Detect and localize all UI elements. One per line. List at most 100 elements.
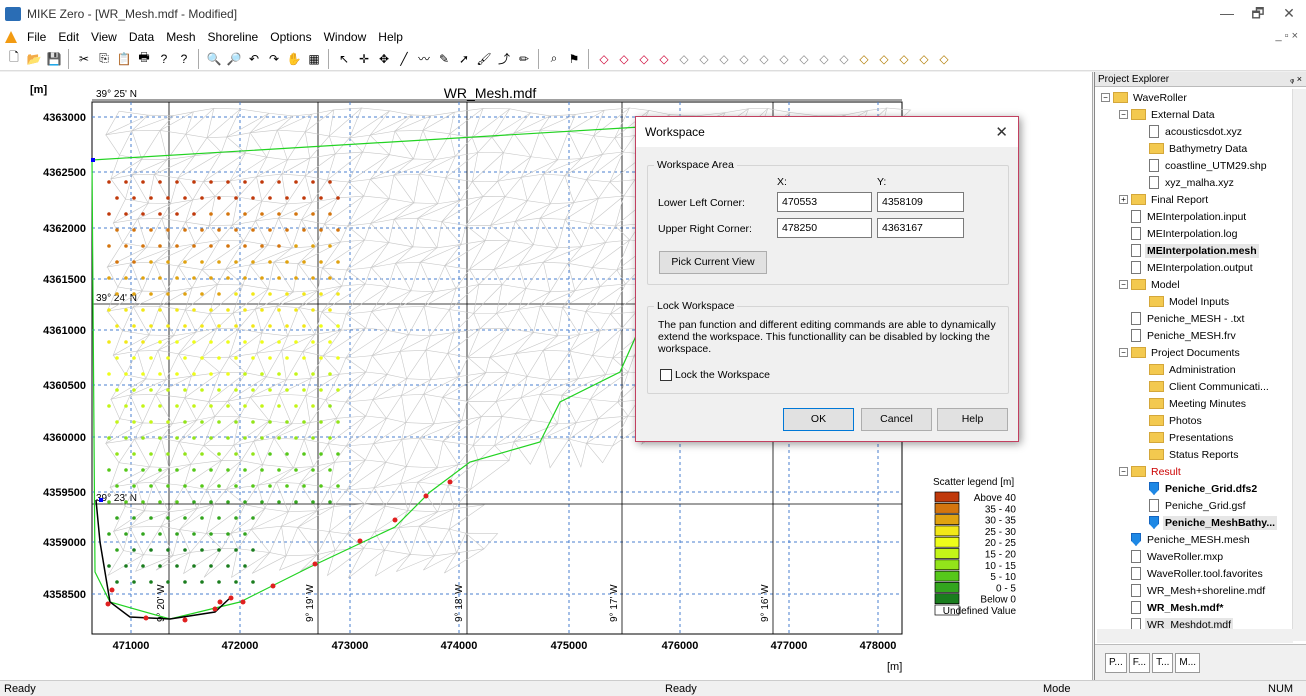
edit-icon[interactable]: ✏: [518, 51, 530, 66]
mesh3-icon[interactable]: ◇: [719, 51, 729, 66]
pick-current-view-button[interactable]: Pick Current View: [659, 251, 767, 274]
tree-item[interactable]: coastline_UTM29.shp: [1137, 157, 1269, 174]
tree-item[interactable]: acousticsdot.xyz: [1137, 123, 1244, 140]
tree-item[interactable]: Meeting Minutes: [1137, 395, 1248, 412]
tree-item[interactable]: Presentations: [1137, 429, 1235, 446]
tree-item[interactable]: − External Data: [1119, 106, 1217, 123]
tree-item[interactable]: Status Reports: [1137, 446, 1240, 463]
pin-icon[interactable]: ᵩ ×: [1290, 74, 1302, 84]
new-icon[interactable]: 🗋: [9, 50, 19, 64]
mesh5-icon[interactable]: ◇: [759, 51, 769, 66]
menu-shoreline[interactable]: Shoreline: [207, 30, 259, 44]
sign-icon[interactable]: ⚑: [568, 51, 580, 66]
doc5-icon[interactable]: ◇: [939, 51, 949, 66]
close-button[interactable]: ✕: [1283, 5, 1295, 21]
mesh2-icon[interactable]: ◇: [699, 51, 709, 66]
scatter2-icon[interactable]: ◇: [619, 51, 629, 66]
expand-icon[interactable]: −: [1101, 93, 1110, 102]
doc3-icon[interactable]: ◇: [899, 51, 909, 66]
menu-edit[interactable]: Edit: [58, 30, 80, 44]
tree-item[interactable]: Peniche_MESH - .txt: [1119, 310, 1246, 327]
tree-item[interactable]: MEInterpolation.output: [1119, 259, 1255, 276]
doc4-icon[interactable]: ◇: [919, 51, 929, 66]
line-icon[interactable]: ╱: [400, 51, 408, 66]
horizontal-scrollbar[interactable]: [1097, 629, 1293, 643]
menu-data[interactable]: Data: [128, 30, 155, 44]
help-button[interactable]: Help: [937, 408, 1008, 431]
tree-item[interactable]: WaveRoller.mxp: [1119, 548, 1225, 565]
tree-item[interactable]: Peniche_Grid.dfs2: [1137, 480, 1259, 497]
tree-item[interactable]: − WaveRoller: [1101, 89, 1189, 106]
doc2-icon[interactable]: ◇: [879, 51, 889, 66]
copy-icon[interactable]: ⎘: [99, 51, 109, 65]
tree-item[interactable]: − Project Documents: [1119, 344, 1242, 361]
cut-icon[interactable]: ✂: [78, 51, 90, 66]
upper-right-y-input[interactable]: [877, 218, 964, 238]
mesh7-icon[interactable]: ◇: [799, 51, 809, 66]
paste-icon[interactable]: 📋: [116, 51, 132, 66]
menu-window[interactable]: Window: [323, 30, 367, 44]
polyline-icon[interactable]: 〰: [417, 52, 430, 66]
expand-icon[interactable]: +: [1119, 195, 1128, 204]
move-node-icon[interactable]: ✥: [378, 51, 390, 66]
tree-item[interactable]: + Final Report: [1119, 191, 1210, 208]
mesh4-icon[interactable]: ◇: [739, 51, 749, 66]
mesh1-icon[interactable]: ◇: [679, 51, 689, 66]
tree-item[interactable]: Photos: [1137, 412, 1204, 429]
help-icon[interactable]: ?: [160, 51, 168, 66]
restore-button[interactable]: 🗗: [1251, 5, 1265, 21]
expand-icon[interactable]: −: [1119, 110, 1128, 119]
tab-file[interactable]: F...: [1128, 652, 1151, 673]
tree-item[interactable]: Model Inputs: [1137, 293, 1231, 310]
mesh8-icon[interactable]: ◇: [819, 51, 829, 66]
cancel-button[interactable]: Cancel: [861, 408, 932, 431]
tree-item[interactable]: Peniche_MESH.mesh: [1119, 531, 1252, 548]
tree-item[interactable]: Peniche_MESH.frv: [1119, 327, 1238, 344]
minimize-button[interactable]: —: [1220, 5, 1234, 21]
menu-options[interactable]: Options: [270, 30, 312, 44]
tab-project[interactable]: P...: [1105, 652, 1127, 673]
tree-item[interactable]: Peniche_MeshBathy...: [1137, 514, 1278, 531]
scatter1-icon[interactable]: ◇: [599, 51, 609, 66]
select-arc-icon[interactable]: ⤴: [497, 52, 510, 66]
zoom-out-icon[interactable]: 🔎: [226, 51, 242, 66]
menu-mesh[interactable]: Mesh: [166, 30, 196, 44]
tree-item[interactable]: MEInterpolation.input: [1119, 208, 1248, 225]
menu-view[interactable]: View: [91, 30, 117, 44]
tree-item[interactable]: WR_Mesh+shoreline.mdf: [1119, 582, 1267, 599]
tree-item[interactable]: Administration: [1137, 361, 1238, 378]
doc1-icon[interactable]: ◇: [859, 51, 869, 66]
binoculars-icon[interactable]: ⌕: [550, 51, 558, 65]
mesh9-icon[interactable]: ◇: [839, 51, 849, 66]
add-node-icon[interactable]: ✛: [358, 51, 370, 66]
tree-item[interactable]: WR_Meshdot.mdf: [1119, 616, 1234, 633]
mdi-controls[interactable]: _ ▫ ×: [1275, 30, 1298, 42]
menu-help[interactable]: Help: [378, 30, 403, 44]
tree-item[interactable]: MEInterpolation.log: [1119, 225, 1239, 242]
tab-mike[interactable]: M...: [1175, 652, 1201, 673]
tree-item[interactable]: − Model: [1119, 276, 1182, 293]
select-icon[interactable]: ↖: [338, 51, 350, 66]
tree-item[interactable]: xyz_malha.xyz: [1137, 174, 1236, 191]
tab-tools[interactable]: T...: [1152, 652, 1174, 673]
mesh6-icon[interactable]: ◇: [779, 51, 789, 66]
close-icon[interactable]: ✕: [995, 124, 1008, 141]
pan-icon[interactable]: ✋: [286, 51, 302, 66]
ok-button[interactable]: OK: [783, 408, 854, 431]
back-icon[interactable]: ↶: [248, 51, 260, 66]
tree-item[interactable]: Bathymetry Data: [1137, 140, 1249, 157]
lower-left-y-input[interactable]: [877, 192, 964, 212]
zoom-in-icon[interactable]: 🔍: [206, 51, 222, 66]
expand-icon[interactable]: −: [1119, 280, 1128, 289]
pen-icon[interactable]: ✎: [438, 51, 450, 66]
expand-icon[interactable]: −: [1119, 348, 1128, 357]
expand-icon[interactable]: −: [1119, 467, 1128, 476]
tree-item[interactable]: Client Communicati...: [1137, 378, 1271, 395]
print-icon[interactable]: 🖶: [138, 50, 150, 64]
lower-left-x-input[interactable]: [777, 192, 872, 212]
zoom-extent-icon[interactable]: ▦: [308, 51, 320, 66]
tree-item[interactable]: WR_Mesh.mdf*: [1119, 599, 1225, 616]
upper-right-x-input[interactable]: [777, 218, 872, 238]
open-icon[interactable]: 📂: [26, 51, 42, 66]
brush-icon[interactable]: 🖌: [476, 51, 492, 66]
